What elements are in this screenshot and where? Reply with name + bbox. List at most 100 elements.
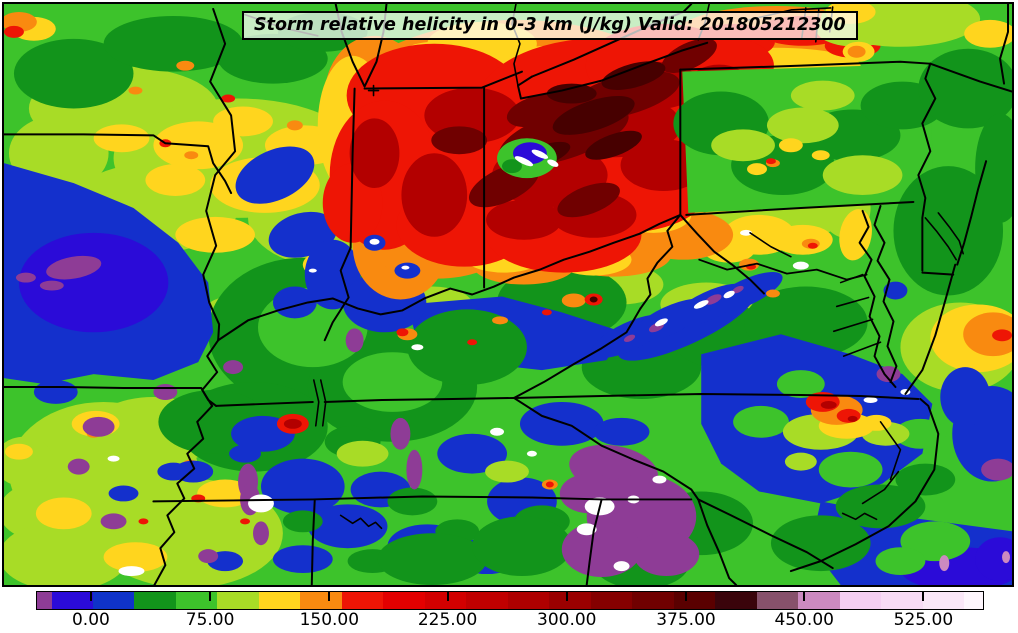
state-border-line	[858, 209, 897, 389]
colorbar-tick	[922, 592, 925, 601]
srh-region	[766, 107, 839, 144]
srh-region	[620, 139, 707, 192]
srh-region	[235, 146, 315, 204]
state-border-line	[842, 341, 882, 357]
srh-region	[336, 440, 389, 467]
srh-region	[248, 494, 274, 513]
srh-region	[1002, 551, 1011, 564]
srh-region	[939, 555, 950, 572]
srh-region	[893, 166, 1004, 296]
srh-region	[822, 155, 903, 196]
srh-region	[467, 339, 478, 346]
state-border-line	[879, 421, 902, 481]
srh-region	[585, 130, 642, 160]
srh-region	[138, 518, 149, 525]
state-border-line	[685, 200, 915, 216]
colorbar-segment	[715, 592, 757, 609]
state-border-line	[323, 396, 515, 403]
srh-region	[35, 497, 92, 530]
srh-region	[184, 151, 199, 160]
srh-region	[861, 414, 892, 431]
srh-region	[390, 417, 411, 450]
colorbar-tick	[328, 592, 331, 601]
srh-region	[253, 521, 269, 546]
state-border-line	[585, 498, 603, 585]
srh-region	[67, 458, 90, 475]
colorbar-segment	[673, 592, 716, 609]
srh-region	[747, 163, 767, 176]
srh-region	[229, 444, 261, 463]
state-border-line	[153, 339, 220, 585]
srh-region	[103, 542, 168, 573]
srh-region	[272, 545, 333, 574]
colorbar-segment	[134, 592, 176, 609]
srh-region	[964, 19, 1012, 48]
srh-region	[260, 458, 345, 515]
srh-region	[223, 360, 244, 375]
srh-region	[778, 138, 803, 153]
state-border-line	[921, 271, 955, 276]
colorbar-tick	[565, 592, 568, 601]
srh-region	[107, 455, 120, 462]
srh-region	[557, 182, 620, 218]
srh-region	[4, 443, 33, 460]
state-border-line	[835, 296, 870, 308]
srh-region	[552, 96, 635, 135]
srh-region	[772, 224, 833, 255]
srh-region	[486, 199, 562, 240]
srh-region	[240, 518, 251, 525]
state-border-line	[697, 498, 738, 585]
srh-region	[437, 433, 508, 474]
srh-region	[601, 61, 666, 90]
srh-region	[272, 286, 317, 319]
srh-region	[661, 38, 717, 73]
srh-region	[506, 93, 571, 128]
srh-region	[711, 129, 775, 162]
srh-region	[286, 120, 303, 131]
srh-region	[547, 159, 559, 167]
state-border-line	[832, 318, 874, 333]
srh-region	[153, 384, 178, 400]
srh-region	[490, 427, 505, 436]
srh-region	[576, 523, 597, 536]
colorbar-segment	[590, 592, 633, 609]
colorbar-segment	[217, 592, 259, 609]
state-border-line	[749, 232, 792, 258]
srh-region	[895, 463, 956, 496]
srh-region	[561, 293, 586, 308]
state-border-line	[363, 70, 523, 90]
srh-region	[33, 380, 78, 404]
srh-region	[221, 94, 236, 103]
state-border-line	[319, 379, 327, 427]
weather-map-svg	[4, 4, 1012, 585]
srh-region	[963, 312, 1012, 357]
srh-region	[407, 309, 527, 386]
colorbar-segment	[507, 592, 550, 609]
colorbar-segment	[632, 592, 674, 609]
srh-region	[740, 229, 753, 236]
state-border-line	[861, 470, 900, 505]
srh-region	[100, 513, 127, 530]
colorbar-segment	[51, 592, 93, 609]
state-border-line	[339, 514, 383, 530]
srh-region	[792, 261, 809, 270]
state-border-line	[924, 217, 958, 261]
srh-region	[485, 460, 529, 483]
state-border-line	[4, 133, 233, 195]
state-border-line	[999, 4, 1010, 85]
srh-region	[693, 300, 709, 309]
srh-region	[894, 418, 947, 449]
srh-region	[546, 83, 597, 104]
srh-region	[975, 537, 1012, 582]
srh-region	[561, 521, 642, 578]
state-border-line	[217, 213, 682, 342]
state-border-line	[512, 396, 700, 501]
srh-region	[176, 60, 195, 71]
colorbar-label: 375.00	[656, 610, 716, 630]
srh-region	[15, 272, 36, 283]
srh-region	[175, 216, 256, 253]
srh-region	[307, 504, 388, 549]
state-border-line	[639, 213, 682, 310]
srh-region	[283, 418, 302, 429]
colorbar-segment	[341, 592, 384, 609]
